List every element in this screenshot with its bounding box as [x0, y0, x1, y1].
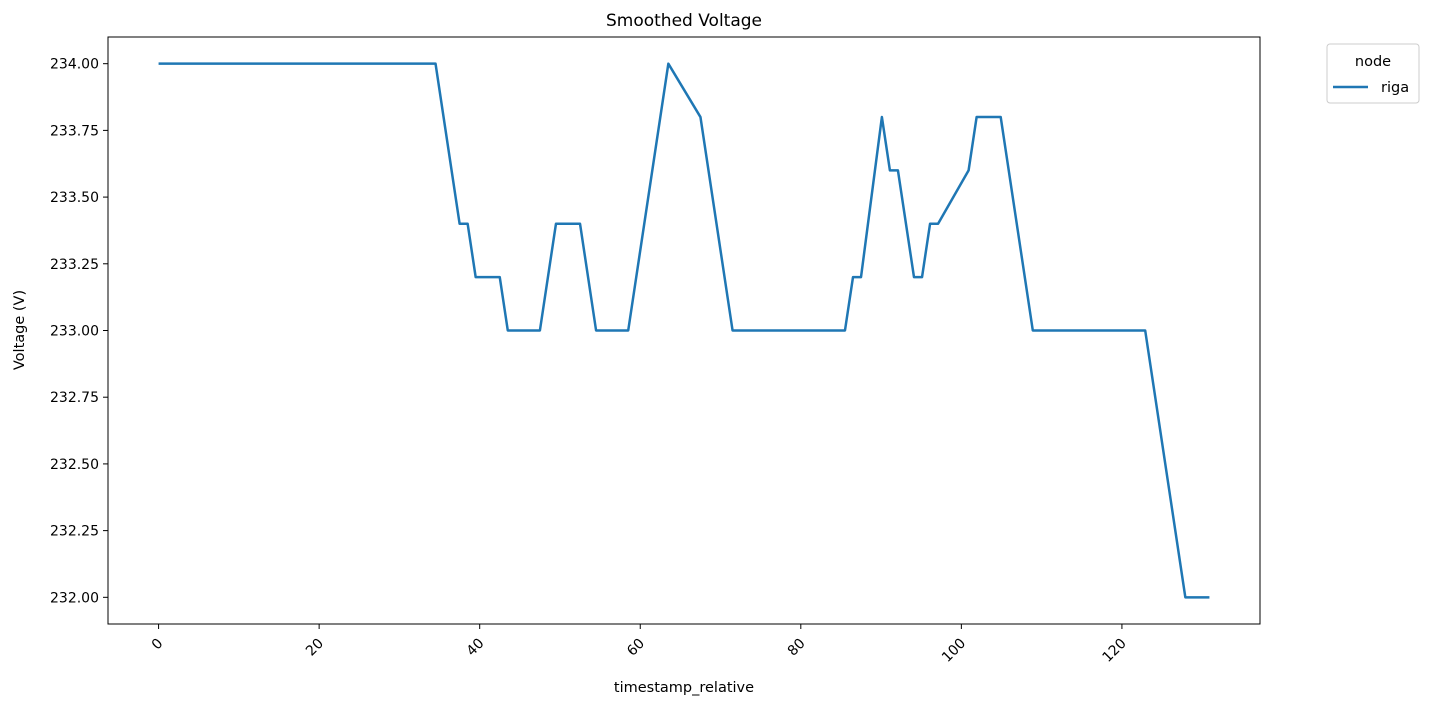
chart-title: Smoothed Voltage: [606, 11, 762, 31]
y-tick-label: 233.50: [50, 190, 99, 206]
y-tick-label: 233.00: [50, 324, 99, 340]
legend-label-riga: riga: [1381, 80, 1409, 96]
y-axis-label: Voltage (V): [12, 290, 28, 370]
y-tick-label: 232.00: [50, 590, 99, 606]
series-line-riga: [158, 62, 1210, 599]
series-layer: [158, 62, 1210, 599]
legend-title: node: [1355, 54, 1391, 70]
y-tick-label: 232.75: [50, 390, 99, 406]
y-tick-label: 234.00: [50, 57, 99, 73]
y-tick-label: 233.25: [50, 257, 99, 273]
y-axis-ticks: 232.00 232.25 232.50 232.75 233.00 233.25 233.…: [50, 57, 108, 606]
y-tick-label: 232.25: [50, 524, 99, 540]
y-tick-label: 233.75: [50, 123, 99, 139]
plot-frame: [107, 36, 1261, 625]
legend: node riga: [1326, 43, 1420, 104]
x-axis-label: timestamp_relative: [614, 680, 754, 696]
y-tick-label: 232.50: [50, 457, 99, 473]
